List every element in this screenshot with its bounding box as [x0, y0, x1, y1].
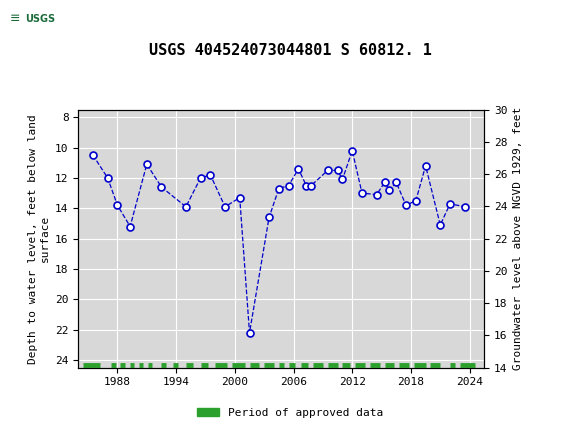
Y-axis label: Depth to water level, feet below land
surface: Depth to water level, feet below land su… — [28, 114, 49, 363]
Text: USGS: USGS — [26, 14, 56, 25]
Bar — [6, 3, 75, 36]
Y-axis label: Groundwater level above NGVD 1929, feet: Groundwater level above NGVD 1929, feet — [513, 107, 523, 370]
Legend: Period of approved data: Period of approved data — [193, 403, 387, 422]
Text: USGS 404524073044801 S 60812. 1: USGS 404524073044801 S 60812. 1 — [148, 43, 432, 58]
Text: ≡: ≡ — [9, 12, 20, 25]
